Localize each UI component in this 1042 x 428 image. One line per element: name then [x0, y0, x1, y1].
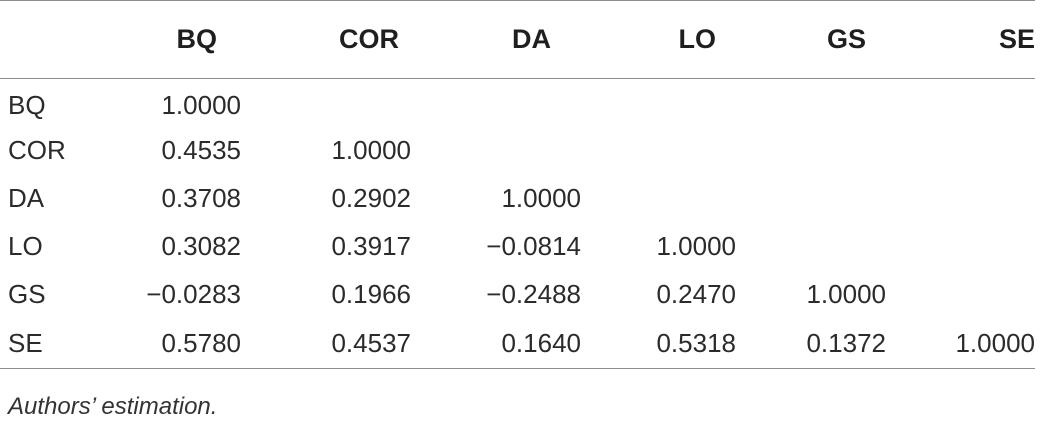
table-row: COR 0.4535 1.0000	[0, 127, 1035, 175]
table-cell	[886, 79, 1035, 127]
table-cell: 0.2470	[656, 279, 736, 309]
header-row: BQ COR DA LO GS SE	[0, 0, 1035, 79]
column-header-bq: BQ	[176, 24, 218, 54]
table-cell: −0.2488	[486, 279, 581, 309]
column-header-da: DA	[512, 24, 551, 54]
table-cell	[736, 79, 886, 127]
table-cell: 1.0000	[161, 90, 241, 121]
column-header-se: SE	[998, 24, 1035, 54]
table-cell: 0.1640	[501, 327, 581, 358]
table-cell: 0.3708	[161, 183, 241, 213]
table-cell: 0.5318	[656, 327, 736, 358]
table-cell	[736, 175, 886, 223]
row-label: DA	[8, 183, 45, 213]
table-cell: 1.0000	[955, 327, 1035, 358]
table-cell	[886, 271, 1035, 319]
table-cell: 0.4537	[331, 327, 411, 358]
table-cell: 1.0000	[331, 135, 411, 165]
table-cell: 1.0000	[806, 279, 886, 309]
table-cell	[581, 79, 736, 127]
table-cell: 0.3082	[161, 231, 241, 261]
table-cell: 0.1966	[331, 279, 411, 309]
column-header-lo: LO	[678, 24, 717, 54]
table-cell: −0.0283	[146, 279, 241, 309]
table-cell	[736, 127, 886, 175]
row-label: SE	[8, 327, 43, 358]
table-footnote: Authors’ estimation.	[8, 393, 218, 420]
header-corner	[0, 1, 110, 79]
row-label: LO	[8, 231, 43, 261]
table-cell: 1.0000	[656, 231, 736, 261]
table-row: SE 0.5780 0.4537 0.1640 0.5318 0.1372 1.…	[0, 319, 1035, 369]
table-cell: 0.4535	[161, 135, 241, 165]
row-label: BQ	[8, 90, 46, 121]
table-cell	[886, 223, 1035, 271]
table-row: GS −0.0283 0.1966 −0.2488 0.2470 1.0000	[0, 271, 1035, 319]
table-cell	[886, 175, 1035, 223]
table-cell	[411, 127, 581, 175]
row-label: COR	[8, 135, 66, 165]
table-cell	[736, 223, 886, 271]
table-row: DA 0.3708 0.2902 1.0000	[0, 175, 1035, 223]
table-cell: 0.3917	[331, 231, 411, 261]
table-cell	[581, 127, 736, 175]
correlation-table-container: BQ COR DA LO GS SE BQ 1.0000 COR 0.4535	[0, 0, 1035, 369]
table-cell	[886, 127, 1035, 175]
table-cell: 0.2902	[331, 183, 411, 213]
table-cell: −0.0814	[486, 231, 581, 261]
table-cell	[411, 79, 581, 127]
table-cell: 1.0000	[501, 183, 581, 213]
table-row: BQ 1.0000	[0, 79, 1035, 127]
column-header-gs: GS	[826, 24, 866, 54]
table-cell: 0.5780	[161, 327, 241, 358]
table-cell	[581, 175, 736, 223]
correlation-table: BQ COR DA LO GS SE BQ 1.0000 COR 0.4535	[0, 0, 1035, 369]
table-cell	[241, 79, 411, 127]
table-cell: 0.1372	[806, 327, 886, 358]
column-header-cor: COR	[339, 24, 399, 54]
table-row: LO 0.3082 0.3917 −0.0814 1.0000	[0, 223, 1035, 271]
row-label: GS	[8, 279, 46, 309]
